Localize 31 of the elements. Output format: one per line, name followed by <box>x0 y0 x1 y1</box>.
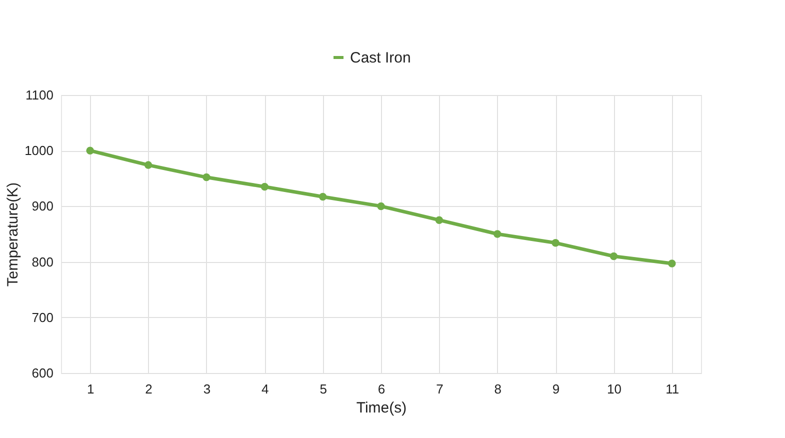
x-tick-label: 9 <box>552 382 560 396</box>
point <box>202 173 210 182</box>
point <box>435 216 444 224</box>
point <box>610 252 618 260</box>
x-tick-label: 3 <box>203 382 211 396</box>
point <box>144 161 152 169</box>
x-tick-label: 8 <box>494 382 502 396</box>
point <box>377 202 385 210</box>
x-tick-label: 6 <box>378 382 386 396</box>
y-tick-label: 900 <box>32 198 54 214</box>
point <box>260 182 269 191</box>
x-axis-title: Time(s) <box>356 400 407 416</box>
x-tick-label: 4 <box>262 382 269 396</box>
x-tick-label: 2 <box>145 382 152 396</box>
x-tick-label: 10 <box>606 382 622 396</box>
y-axis-title: Temperature(K) <box>4 182 22 287</box>
y-tick-label: 1100 <box>26 88 54 102</box>
y-tick-label: 1000 <box>24 143 54 158</box>
y-tick-label: 800 <box>32 254 54 270</box>
y-tick-label: 600 <box>32 366 54 380</box>
x-tick-label: 1 <box>86 382 94 396</box>
point <box>493 230 502 238</box>
point <box>86 146 94 154</box>
x-tick-label: 11 <box>666 382 680 396</box>
point <box>318 192 327 201</box>
point <box>552 239 560 247</box>
x-tick-label: 5 <box>320 382 327 396</box>
x-tick-label: 7 <box>436 382 444 396</box>
legend-label: Cast Iron <box>350 50 411 66</box>
y-tick-label: 700 <box>32 310 54 325</box>
point <box>668 260 676 268</box>
